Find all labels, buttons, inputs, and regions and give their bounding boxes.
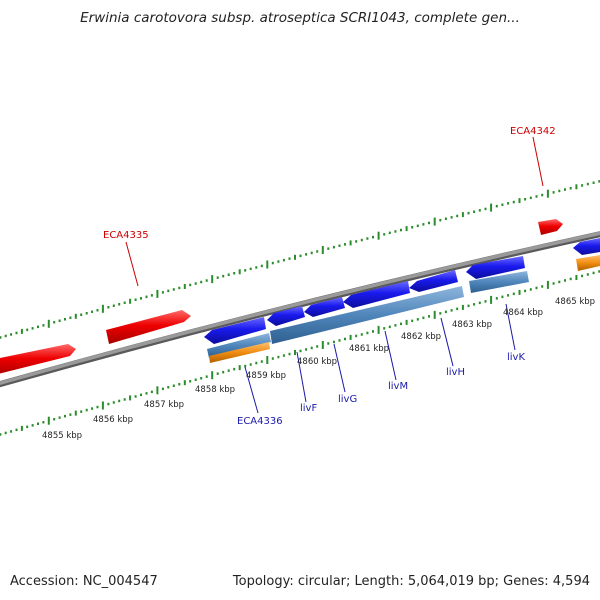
map-title: Erwinia carotovora subsp. atroseptica SC… xyxy=(80,10,520,26)
operon-bar xyxy=(469,271,529,293)
gene-arrow-reverse xyxy=(204,317,266,344)
gene-arrow-forward xyxy=(0,344,76,374)
scale-label: 4860 kbp xyxy=(297,357,337,367)
gene-arrow-reverse xyxy=(267,306,305,326)
scale-label: 4863 kbp xyxy=(452,320,492,330)
gene-label-livk[interactable]: livK xyxy=(507,352,525,363)
scale-labels: 4855 kbp 4856 kbp 4857 kbp 4858 kbp 4859… xyxy=(42,297,595,441)
gene-arrow-reverse xyxy=(343,281,410,308)
operon-bar xyxy=(207,333,271,358)
leader-line xyxy=(333,343,346,393)
leader-line xyxy=(505,303,516,351)
gene-arrow-reverse xyxy=(466,256,525,279)
gene-labels: ECA4335 ECA4342 ECA4336 livF livG livM l… xyxy=(103,126,556,427)
backbone xyxy=(0,231,600,385)
gene-label-eca4342[interactable]: ECA4342 xyxy=(510,126,556,137)
scale-label: 4864 kbp xyxy=(503,308,543,318)
lower-scale-ticks xyxy=(0,270,600,436)
gene-arrow-reverse xyxy=(304,297,345,317)
leader-line xyxy=(125,241,139,287)
gene-arrow-reverse xyxy=(409,270,458,292)
gene-label-livf[interactable]: livF xyxy=(300,403,317,414)
gene-label-livg[interactable]: livG xyxy=(338,394,357,405)
scale-label: 4858 kbp xyxy=(195,385,235,395)
gene-arrow-forward xyxy=(106,310,191,344)
scale-label: 4856 kbp xyxy=(93,415,133,425)
gene-label-livm[interactable]: livM xyxy=(388,381,408,392)
scale-label: 4861 kbp xyxy=(349,344,389,354)
leader-line xyxy=(532,136,544,187)
gene-label-eca4336[interactable]: ECA4336 xyxy=(237,416,283,427)
leader-line xyxy=(296,351,307,403)
gene-label-eca4335[interactable]: ECA4335 xyxy=(103,230,149,241)
gene-arrow-reverse xyxy=(573,238,600,255)
gene-arrow-forward xyxy=(538,219,563,235)
upper-scale-ticks xyxy=(0,180,600,339)
forward-genes xyxy=(0,219,563,374)
scale-label: 4865 kbp xyxy=(555,297,595,307)
accession-text: Accession: NC_004547 xyxy=(10,574,158,589)
reverse-genes xyxy=(204,238,600,344)
operon-bar xyxy=(270,286,464,344)
gene-label-livh[interactable]: livH xyxy=(446,367,465,378)
feature-bars xyxy=(207,255,600,363)
scale-label: 4859 kbp xyxy=(246,371,286,381)
scale-label: 4862 kbp xyxy=(401,332,441,342)
scale-label: 4857 kbp xyxy=(144,400,184,410)
leader-line xyxy=(440,317,454,367)
leader-line xyxy=(244,366,259,414)
orf-bar xyxy=(209,342,270,363)
orf-bar xyxy=(576,255,600,271)
label-leaders xyxy=(125,136,544,414)
scale-label: 4855 kbp xyxy=(42,431,82,441)
leader-line xyxy=(384,330,397,381)
genome-summary-text: Topology: circular; Length: 5,064,019 bp… xyxy=(232,574,590,589)
